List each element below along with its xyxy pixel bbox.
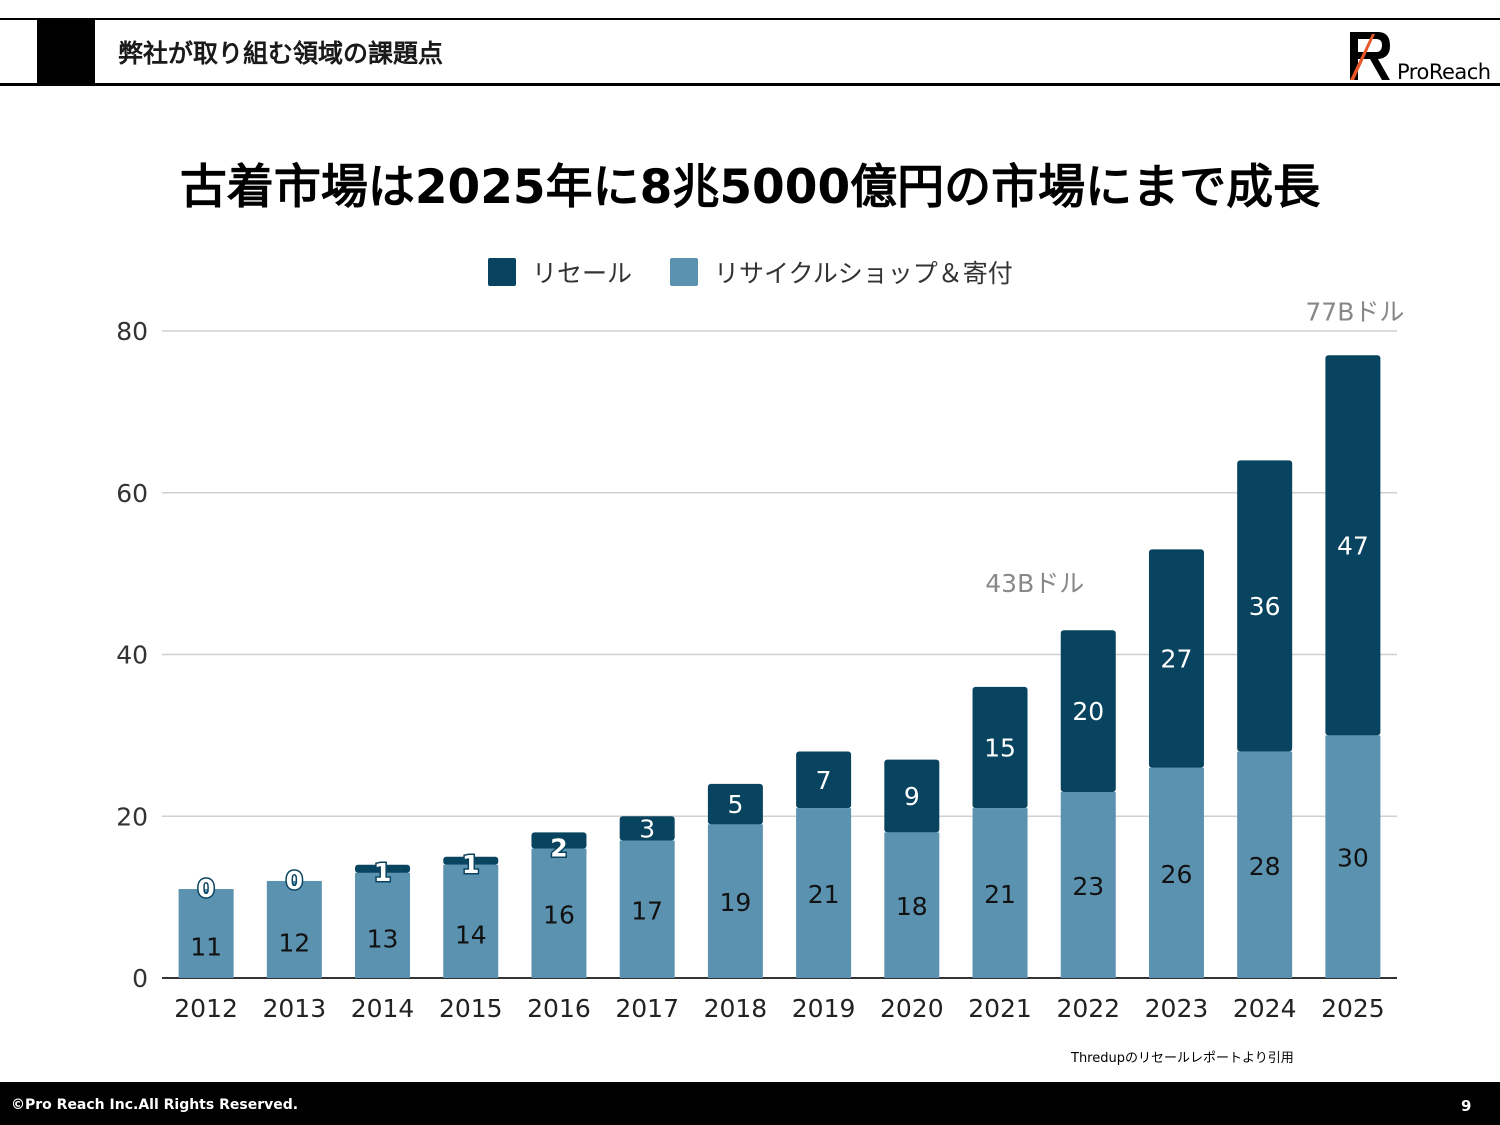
legend-label-thrift: リサイクルショップ＆寄付 — [714, 259, 1013, 288]
footer-copyright: ©Pro Reach Inc.All Rights Reserved. — [11, 1097, 299, 1113]
bar-thrift — [972, 808, 1028, 978]
data-label-resale: 15 — [984, 734, 1016, 763]
bar-thrift — [178, 889, 234, 978]
x-tick-label: 2012 — [174, 994, 238, 1023]
bar-thrift — [1060, 791, 1116, 978]
bar-resale — [1237, 460, 1293, 752]
bar-resale — [531, 832, 587, 849]
x-tick-label: 2021 — [968, 994, 1032, 1023]
y-tick-label: 80 — [116, 317, 148, 346]
data-label-resale: 0 — [197, 874, 214, 903]
bar-thrift — [884, 832, 940, 978]
x-tick-label: 2018 — [704, 994, 768, 1023]
data-label-resale: 5 — [727, 790, 743, 819]
data-label-thrift: 26 — [1161, 860, 1193, 889]
bar-thrift — [619, 840, 675, 978]
x-tick-label: 2024 — [1233, 994, 1297, 1023]
data-label-resale: 36 — [1249, 592, 1281, 621]
data-label-resale: 20 — [1072, 697, 1104, 726]
legend-item-thrift: リサイクルショップ＆寄付 — [670, 254, 1013, 290]
bar-thrift — [1237, 751, 1293, 978]
bar-resale — [707, 783, 763, 825]
data-label-resale: 7 — [816, 766, 832, 795]
legend-swatch-thrift — [670, 258, 699, 286]
x-tick-label: 2020 — [880, 994, 944, 1023]
bar-thrift — [443, 864, 499, 978]
data-label-resale: 27 — [1161, 645, 1193, 674]
x-tick-label: 2017 — [615, 994, 679, 1023]
data-label-thrift: 18 — [896, 892, 928, 921]
bar-resale — [1060, 630, 1116, 792]
stacked-bar-chart: 0204060801102012120201313120141412015162… — [116, 297, 1404, 1023]
x-tick-label: 2023 — [1145, 994, 1209, 1023]
footer-bar — [0, 1082, 1500, 1125]
data-label-thrift: 14 — [455, 920, 487, 949]
data-label-thrift: 28 — [1249, 852, 1281, 881]
x-tick-label: 2016 — [527, 994, 591, 1023]
x-tick-label: 2022 — [1056, 994, 1120, 1023]
legend-label-resale: リセール — [532, 259, 633, 288]
bar-thrift — [796, 808, 852, 978]
bar-resale — [796, 751, 852, 809]
bar-thrift — [1325, 735, 1381, 978]
data-label-thrift: 21 — [984, 880, 1016, 909]
header-top-rule — [0, 18, 1500, 20]
data-label-resale: 47 — [1337, 531, 1369, 560]
bar-thrift — [266, 880, 322, 978]
proreach-logo-icon — [1350, 32, 1390, 80]
y-tick-label: 60 — [116, 479, 148, 508]
bar-thrift — [1148, 767, 1204, 978]
slide-title: 古着市場は2025年に8兆5000億円の市場にまで成長 — [179, 160, 1321, 215]
bar-resale — [1325, 355, 1381, 736]
logo-text: ProReach — [1397, 60, 1491, 84]
chart-legend: リセール リサイクルショップ＆寄付 — [488, 255, 1051, 289]
bar-thrift — [531, 848, 587, 978]
bar-thrift — [707, 824, 763, 978]
x-tick-label: 2025 — [1321, 994, 1385, 1023]
page-number: 9 — [1461, 1097, 1472, 1115]
y-tick-label: 40 — [116, 641, 148, 670]
source-note: Thredupのリセールレポートより引用 — [1071, 1051, 1294, 1066]
total-annotation: 43Bドル — [985, 569, 1084, 598]
data-label-thrift: 21 — [808, 880, 840, 909]
legend-swatch-resale — [488, 258, 516, 286]
data-label-resale: 1 — [462, 850, 479, 879]
data-label-resale: 3 — [639, 814, 655, 843]
bar-resale — [443, 856, 499, 865]
data-label-thrift: 13 — [367, 924, 399, 953]
header-bottom-rule — [0, 83, 1500, 86]
bar-resale — [619, 816, 675, 841]
data-label-resale: 2 — [550, 834, 567, 863]
data-label-thrift: 17 — [631, 896, 663, 925]
x-tick-label: 2013 — [263, 994, 327, 1023]
x-tick-label: 2015 — [439, 994, 503, 1023]
bar-thrift — [355, 872, 411, 978]
bar-resale — [972, 686, 1028, 809]
data-label-thrift: 16 — [543, 900, 575, 929]
data-label-thrift: 23 — [1072, 872, 1104, 901]
data-label-resale: 0 — [286, 866, 303, 895]
data-label-thrift: 19 — [719, 888, 751, 917]
y-tick-label: 0 — [132, 964, 148, 993]
bar-resale — [884, 759, 940, 833]
x-tick-label: 2019 — [792, 994, 856, 1023]
data-label-resale: 1 — [374, 858, 391, 887]
header-black-block — [37, 18, 95, 85]
section-title: 弊社が取り組む領域の課題点 — [118, 39, 444, 68]
bar-resale — [1148, 549, 1204, 768]
data-label-thrift: 12 — [278, 928, 310, 957]
y-tick-label: 20 — [116, 802, 148, 831]
data-label-thrift: 11 — [190, 933, 222, 962]
bar-resale — [355, 864, 411, 873]
data-label-thrift: 30 — [1337, 844, 1369, 873]
total-annotation: 77Bドル — [1305, 297, 1404, 326]
data-label-resale: 9 — [904, 782, 920, 811]
x-tick-label: 2014 — [351, 994, 415, 1023]
legend-item-resale: リセール — [488, 254, 632, 290]
